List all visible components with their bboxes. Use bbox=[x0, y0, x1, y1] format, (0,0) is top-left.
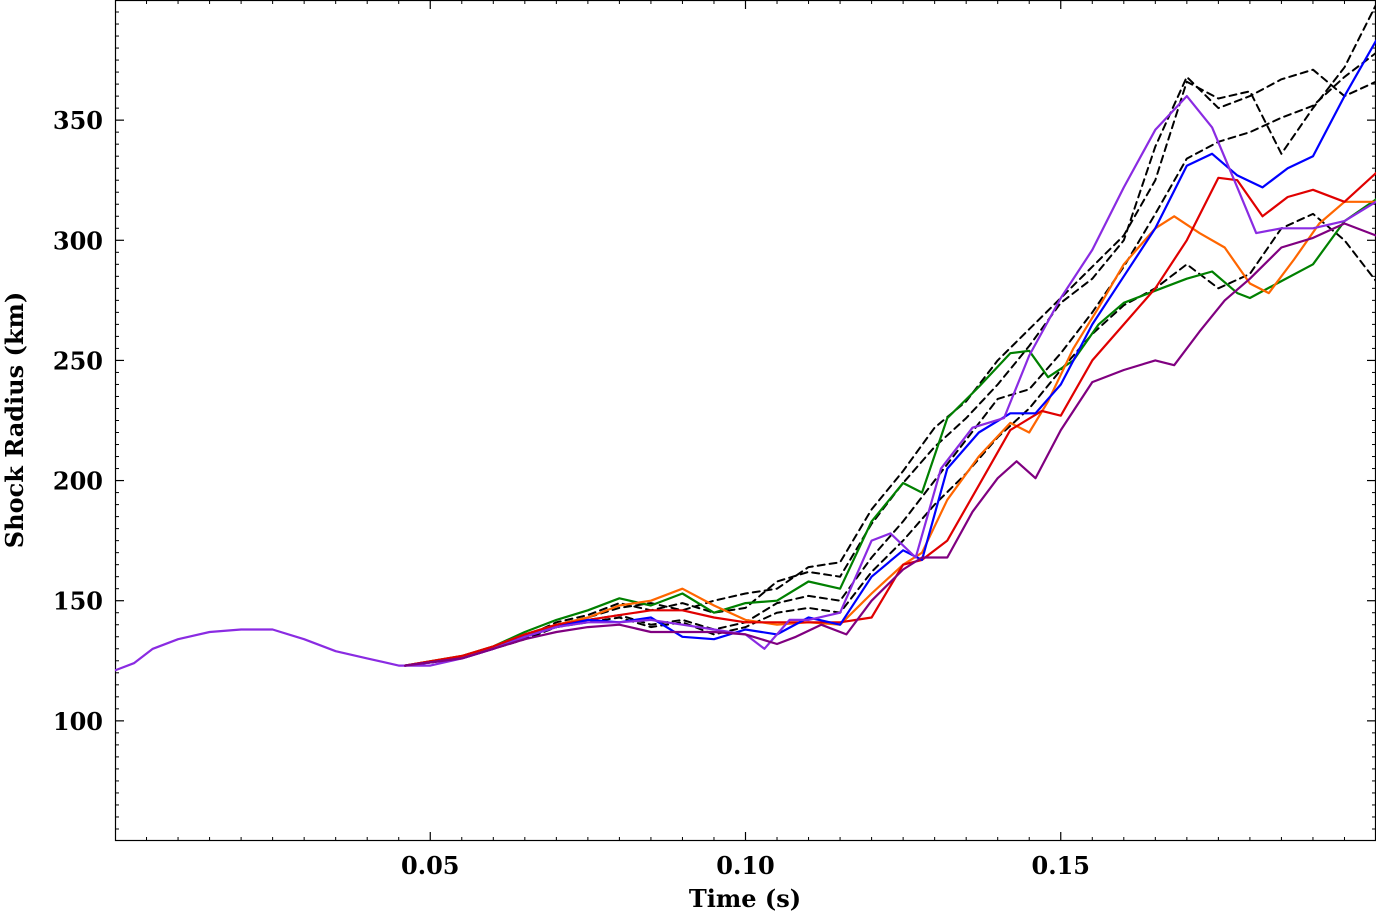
y-tick-label: 150 bbox=[53, 587, 103, 616]
x-tick-labels: 0.05 0.10 0.15 bbox=[401, 851, 1090, 880]
y-tick-label: 200 bbox=[53, 467, 103, 496]
plot-frame bbox=[114, 0, 1376, 842]
y-tick-label: 250 bbox=[53, 346, 103, 375]
y-tick-label: 350 bbox=[53, 106, 103, 135]
x-tick-label: 0.10 bbox=[716, 851, 774, 880]
dashed-series-line-1 bbox=[404, 3, 1376, 667]
series-line-10 bbox=[403, 222, 1376, 667]
y-tick-label: 300 bbox=[53, 226, 103, 255]
dashed-series-line-4 bbox=[404, 212, 1376, 667]
y-tick-label: 100 bbox=[53, 707, 103, 736]
major-ticks bbox=[115, 0, 1376, 841]
series-layer bbox=[115, 3, 1376, 672]
x-axis-label: Time (s) bbox=[689, 884, 801, 913]
series-line-5 bbox=[403, 198, 1376, 667]
series-line-6 bbox=[403, 200, 1376, 667]
dashed-series-line-2 bbox=[404, 68, 1376, 667]
y-tick-labels: 100 150 200 250 300 350 bbox=[53, 106, 103, 736]
x-tick-label: 0.05 bbox=[401, 851, 459, 880]
series-line-9 bbox=[115, 95, 1376, 672]
y-axis-label: Shock Radius (km) bbox=[0, 292, 29, 548]
x-tick-label: 0.15 bbox=[1032, 851, 1090, 880]
